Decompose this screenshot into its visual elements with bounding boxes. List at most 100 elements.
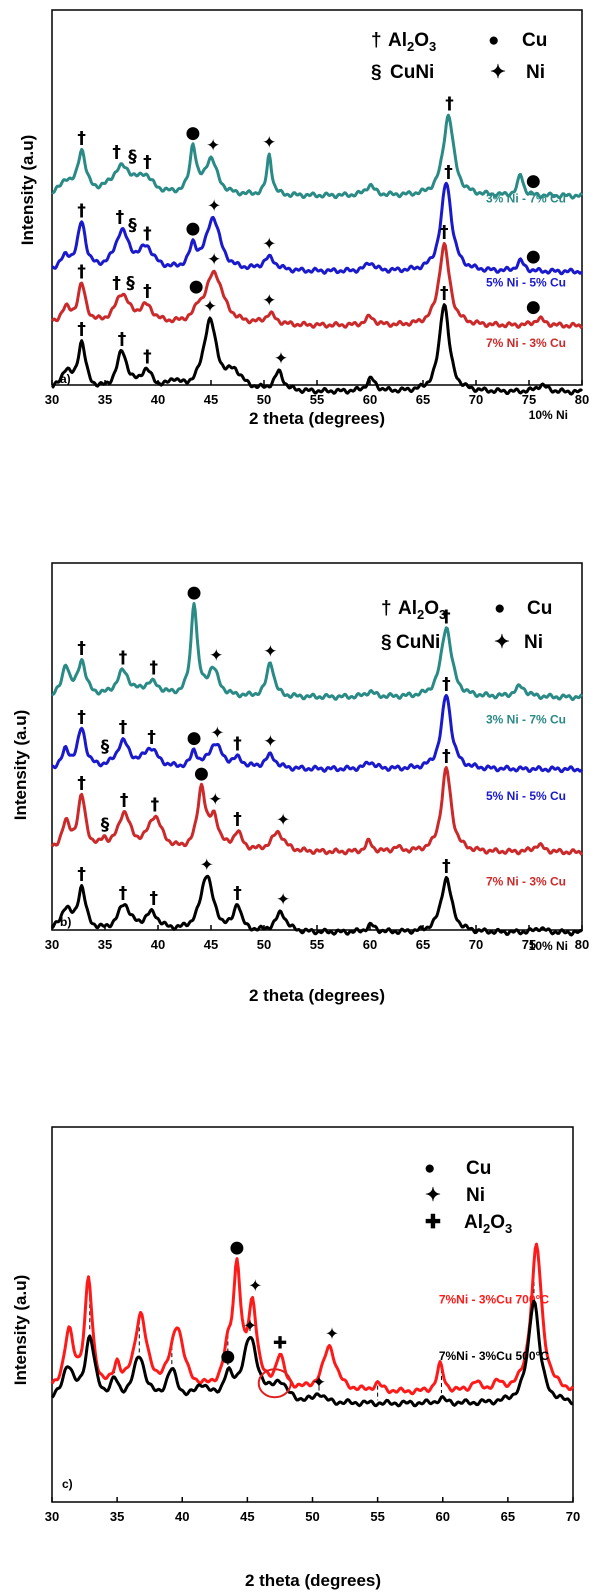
phase-marker: ● [187,582,202,602]
phase-marker: † [112,143,121,163]
phase-marker: ✦ [262,291,276,311]
legend-c-al2o3-label: Al2O3 [464,1212,512,1236]
series-label: 10% Ni [529,939,568,953]
panel-c-legend: ● Cu ✦ Ni ✚ Al2O3 [424,1158,512,1236]
x-tick-label: 80 [575,392,589,407]
phase-marker: † [143,224,152,244]
phase-marker: ✦ [276,890,290,910]
panel-a-legend: † Al2O3 ● Cu § CuNi ✦ Ni [371,30,547,83]
series-label: 5% Ni - 5% Cu [486,275,566,289]
x-tick-label: 55 [310,937,324,952]
phase-marker: † [143,152,152,172]
x-tick-label: 75 [522,392,536,407]
phase-marker: † [233,884,242,904]
phase-marker: † [77,639,86,659]
phase-marker: † [442,675,451,695]
x-tick-label: 50 [257,392,271,407]
phase-marker: ● [187,728,202,748]
panel-a: 3% Ni - 7% Cu 5% Ni - 5% Cu 7% Ni - 3% Cu 1… [18,9,589,428]
series-label: 3% Ni - 7% Cu [486,713,566,727]
x-tick-label: 50 [257,937,271,952]
highlight-circle [257,1368,292,1399]
series-line [50,1242,575,1396]
x-tick-label: 65 [501,1509,515,1524]
panel-a-y-axis-label: Intensity (a.u) [18,135,37,246]
legend-a-cu-symbol: ● [488,30,499,51]
panel-c-x-ticks: 30 35 40 45 50 55 60 65 70 [45,1497,580,1524]
x-tick-label: 45 [204,937,218,952]
x-tick-label: 45 [204,392,218,407]
phase-marker: ✦ [210,723,224,743]
x-tick-label: 60 [436,1509,450,1524]
phase-marker: ● [186,123,201,143]
phase-marker: ● [186,219,201,239]
legend-b-cuni-label: CuNi [396,632,440,653]
phase-marker: † [119,883,128,903]
x-tick-label: 75 [522,937,536,952]
x-tick-label: 35 [98,937,112,952]
legend-b-cuni-symbol: § [381,632,392,653]
phase-marker: ✦ [207,196,221,216]
phase-marker: † [112,273,121,293]
phase-marker: † [77,320,86,340]
series-line [50,1299,574,1408]
phase-marker: ✦ [312,1373,326,1393]
series-label: 10% Ni [529,408,568,422]
x-tick-label: 70 [566,1509,580,1524]
phase-marker: † [77,865,86,885]
phase-marker: § [101,737,110,757]
phase-marker: ● [189,277,204,297]
phase-marker: † [440,284,449,304]
phase-marker: § [126,273,135,293]
phase-marker: † [77,707,86,727]
panel-c-plot: 7%Ni - 3%Cu 700°C7%Ni - 3%Cu 500°C●✦✚ ✦●✦… [50,1238,575,1408]
x-tick-label: 40 [151,392,165,407]
legend-a-al2o3-symbol: † [371,30,382,51]
phase-marker: † [147,727,156,747]
phase-marker: † [233,810,242,830]
legend-c-ni-symbol: ✦ [425,1185,441,1206]
phase-marker: † [77,773,86,793]
phase-marker: ✦ [208,790,222,810]
panel-a-x-axis-label: 2 theta (degrees) [249,409,385,428]
panel-b-y-axis-label: Intensity (a.u) [11,710,30,821]
series-label: 5% Ni - 5% Cu [486,789,566,803]
legend-a-cu-label: Cu [522,30,547,51]
panel-b-legend: † Al2O3 ● Cu § CuNi ✦ Ni [381,598,552,653]
panel-b: 3% Ni - 7% Cu 5% Ni - 5% Cu 7% Ni - 3% Cu 1… [11,562,589,1005]
panel-c-frame [51,1126,574,1503]
phase-marker: ● [194,763,209,783]
phase-marker: † [77,201,86,221]
phase-marker: † [77,128,86,148]
phase-marker: ● [526,171,541,191]
x-tick-label: 60 [363,937,377,952]
legend-c-cu-label: Cu [466,1158,491,1179]
legend-c-ni-label: Ni [466,1185,485,1206]
panel-c-y-axis-label: Intensity (a.u) [11,1275,30,1386]
series-line [51,113,583,200]
phase-marker: § [128,147,137,167]
phase-marker: † [233,734,242,754]
phase-marker: † [119,718,128,738]
panel-b-x-axis-label: 2 theta (degrees) [249,986,385,1005]
x-tick-label: 40 [175,1509,189,1524]
phase-marker: ✦ [263,642,277,662]
phase-marker: † [151,795,160,815]
legend-c-cu-symbol: ● [424,1158,435,1179]
series-line [51,303,584,396]
phase-marker: † [119,648,128,668]
legend-b-ni-symbol: ✦ [494,632,510,653]
panel-b-plot: 3% Ni - 7% Cu 5% Ni - 5% Cu 7% Ni - 3% Cu 1… [50,582,584,953]
legend-b-cu-symbol: ● [494,598,505,619]
x-tick-label: 30 [45,937,59,952]
legend-b-ni-label: Ni [524,632,543,653]
phase-marker: † [150,658,159,678]
panel-c: 7%Ni - 3%Cu 700°C7%Ni - 3%Cu 500°C●✦✚ ✦●✦… [11,1126,580,1590]
phase-marker: ✦ [206,136,220,156]
phase-marker: † [150,889,159,909]
series-label: 7% Ni - 3% Cu [486,336,566,350]
phase-marker: ✦ [262,234,276,254]
phase-marker: § [128,216,137,236]
x-tick-label: 80 [575,937,589,952]
phase-marker: ✦ [262,133,276,153]
